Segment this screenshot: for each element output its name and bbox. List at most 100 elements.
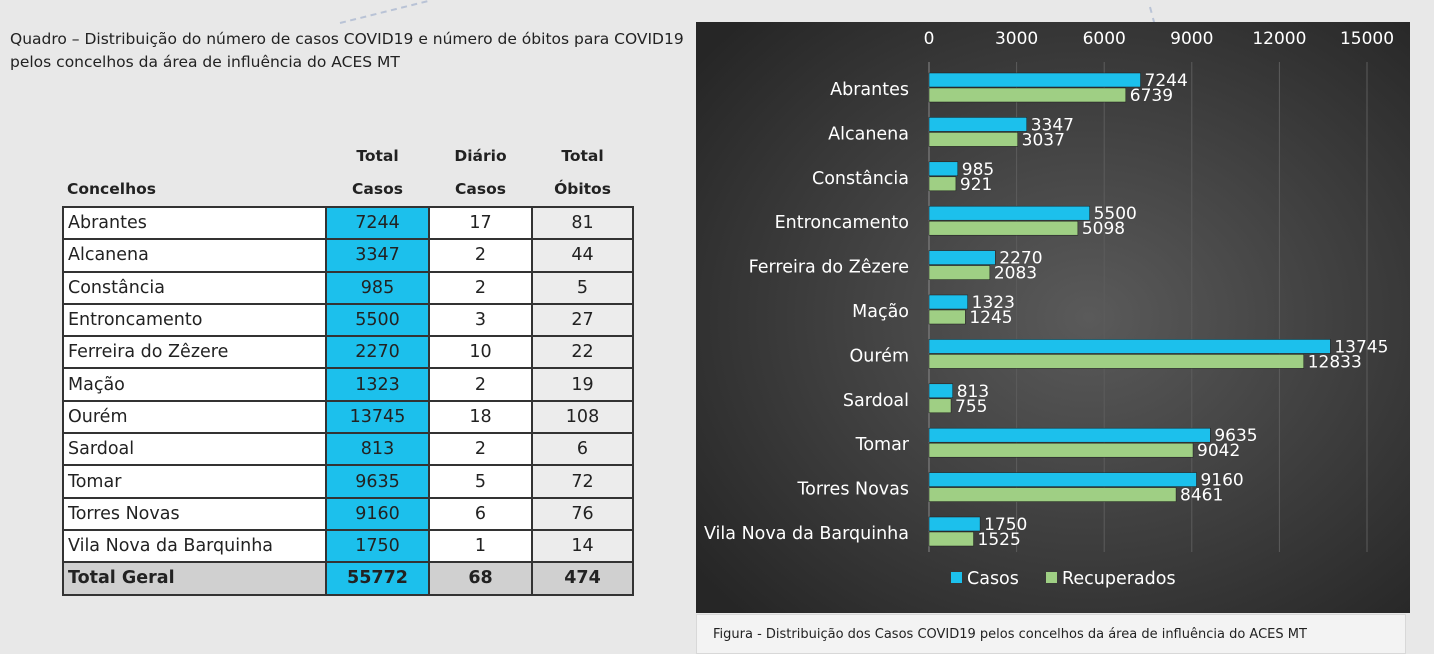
category-label: Mação [852, 302, 909, 322]
cell-obitos: 5 [531, 270, 634, 305]
recuperados-bar [928, 220, 1079, 236]
cell-name: Total Geral [62, 561, 327, 596]
cell-diario: 10 [428, 335, 533, 370]
recuperados-data-label: 755 [955, 397, 987, 417]
recuperados-bar [928, 265, 991, 280]
cell-obitos: 72 [531, 464, 634, 499]
recuperados-data-label: 12833 [1308, 352, 1362, 372]
table-row: Sardoal 813 2 6 [62, 432, 634, 467]
cell-obitos: 81 [531, 205, 634, 241]
category-label: Ourém [850, 346, 910, 366]
recuperados-data-label: 1245 [969, 308, 1012, 328]
casos-bar [928, 427, 1211, 443]
recuperados-data-label: 6739 [1130, 86, 1173, 106]
casos-data-label: 5500 [1094, 204, 1137, 224]
cell-casos: 13745 [325, 399, 430, 435]
recuperados-data-label: 921 [960, 175, 992, 195]
table-row: Constância 985 2 5 [62, 270, 634, 305]
recuperados-bar [928, 442, 1194, 458]
header-concelhos: Concelhos [67, 180, 156, 198]
casos-bar [928, 161, 959, 177]
table-total-row: Total Geral 55772 68 474 [62, 561, 634, 596]
cell-name: Sardoal [62, 432, 327, 467]
x-tick-label: 3000 [995, 29, 1038, 49]
casos-data-label: 1323 [972, 293, 1015, 313]
cell-diario: 5 [428, 464, 533, 499]
cell-name: Ferreira do Zêzere [62, 335, 327, 370]
chart-background [696, 22, 1410, 613]
x-tick-label: 0 [924, 29, 935, 49]
table-row: Ourém 13745 18 108 [62, 399, 634, 435]
cell-name: Alcanena [62, 238, 327, 273]
casos-data-label: 813 [957, 382, 989, 402]
cell-obitos: 44 [531, 238, 634, 273]
casos-bar [928, 117, 1027, 132]
cell-diario: 6 [428, 496, 533, 531]
x-tick-label: 12000 [1252, 29, 1306, 49]
cell-casos: 9160 [325, 496, 430, 531]
recuperados-data-label: 5098 [1082, 219, 1125, 239]
cell-obitos: 6 [531, 432, 634, 467]
cell-obitos: 27 [531, 302, 634, 338]
figure-caption-box: Figura - Distribuição dos Casos COVID19 … [696, 614, 1406, 654]
table-header-row: Concelhos Total Casos Diário Casos Total Ób… [63, 140, 633, 207]
header-total-obitos: Total Óbitos [554, 147, 611, 198]
cell-name: Mação [62, 367, 327, 402]
category-label: Vila Nova da Barquinha [704, 524, 909, 544]
recuperados-bar [928, 531, 974, 547]
recuperados-bar [928, 132, 1018, 147]
casos-data-label: 9635 [1214, 426, 1257, 446]
cell-casos: 1323 [325, 367, 430, 402]
category-label: Alcanena [828, 124, 909, 144]
x-tick-label: 6000 [1083, 29, 1126, 49]
decorative-dashed-line [339, 0, 428, 24]
recuperados-bar [928, 354, 1304, 369]
cell-casos: 3347 [325, 238, 430, 273]
recuperados-data-label: 8461 [1180, 486, 1223, 506]
category-label: Constância [812, 169, 909, 189]
cell-casos: 813 [325, 432, 430, 467]
legend-casos-swatch [951, 572, 962, 583]
casos-data-label: 3347 [1031, 115, 1074, 135]
recuperados-data-label: 3037 [1022, 130, 1065, 150]
casos-bar [928, 294, 968, 310]
header-total-casos: Total Casos [352, 147, 403, 198]
chart-panel: 0 3000 6000 9000 12000 15000 Abrantes 7244 6739 A… [696, 22, 1410, 613]
category-label: Abrantes [830, 80, 909, 100]
header-diario-casos: Diário Casos [454, 147, 507, 198]
cell-name: Entroncamento [62, 302, 327, 338]
table-row: Ferreira do Zêzere 2270 10 22 [62, 335, 634, 370]
cell-name: Ourém [62, 399, 327, 435]
recuperados-bar [928, 176, 957, 192]
casos-data-label: 9160 [1200, 471, 1243, 491]
category-label: Entroncamento [775, 213, 909, 233]
cell-name: Abrantes [62, 205, 327, 241]
cell-casos: 985 [325, 270, 430, 305]
legend-recuperados-label: Recuperados [1062, 569, 1176, 589]
category-label: Sardoal [843, 391, 909, 411]
cell-casos: 9635 [325, 464, 430, 499]
cell-obitos: 474 [531, 561, 634, 596]
casos-data-label: 2270 [999, 249, 1042, 269]
recuperados-bar [928, 398, 952, 414]
recuperados-bar [928, 309, 966, 325]
cell-name: Tomar [62, 464, 327, 499]
casos-data-label: 13745 [1334, 337, 1388, 357]
table-row: Tomar 9635 5 72 [62, 464, 634, 499]
legend-recuperados-swatch [1046, 572, 1057, 583]
table-row: Mação 1323 2 19 [62, 367, 634, 402]
cell-casos: 2270 [325, 335, 430, 370]
category-label: Tomar [855, 435, 910, 455]
cell-obitos: 108 [531, 399, 634, 435]
cell-casos: 5500 [325, 302, 430, 338]
category-label: Ferreira do Zêzere [749, 258, 909, 278]
cell-diario: 17 [428, 205, 533, 241]
legend-casos-label: Casos [967, 569, 1019, 589]
recuperados-bar [928, 87, 1127, 103]
casos-data-label: 7244 [1145, 71, 1188, 91]
x-tick-label: 15000 [1340, 29, 1394, 49]
cell-casos: 7244 [325, 205, 430, 241]
cell-obitos: 22 [531, 335, 634, 370]
cell-casos: 1750 [325, 528, 430, 564]
